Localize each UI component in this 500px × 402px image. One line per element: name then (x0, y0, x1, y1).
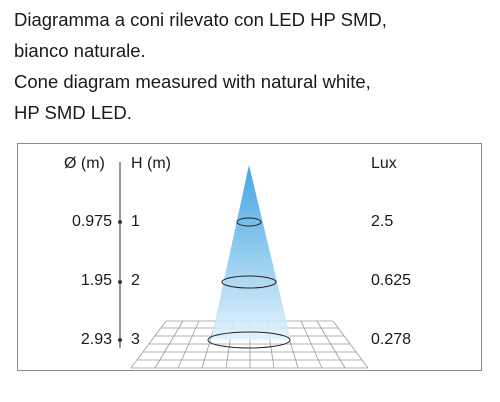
lux-header: Lux (371, 155, 397, 172)
diameter-value-2: 1.95 (80, 272, 112, 289)
height-marker-3 (118, 338, 122, 342)
diameter-value-1: 0.975 (71, 213, 112, 230)
height-value-3: 3 (131, 331, 140, 348)
cone-section-2m (221, 275, 277, 289)
caption-italian-line-1: Diagramma a coni rilevato con LED HP SMD… (14, 9, 387, 30)
height-marker-2 (118, 280, 122, 284)
cone-diagram-frame (17, 143, 482, 371)
height-header: H (m) (131, 155, 171, 172)
lux-value-1: 2.5 (371, 213, 394, 230)
height-value-2: 2 (131, 272, 140, 289)
cone-section-1m (236, 217, 262, 227)
caption-english-line-2: HP SMD LED. (14, 102, 132, 123)
floor-grid (130, 320, 369, 369)
lux-value-2: 0.625 (371, 272, 412, 289)
height-marker-1 (118, 220, 122, 224)
caption-italian-line-2: bianco naturale. (14, 40, 146, 61)
caption: Diagramma a coni rilevato con LED HP SMD… (14, 4, 387, 128)
light-cone (211, 165, 291, 340)
height-value-1: 1 (131, 213, 140, 230)
diameter-header: Ø (m) (64, 155, 105, 172)
caption-english-line-1: Cone diagram measured with natural white… (14, 71, 371, 92)
diameter-value-3: 2.93 (80, 331, 112, 348)
cone-section-3m (207, 331, 291, 349)
lux-value-3: 0.278 (371, 331, 412, 348)
